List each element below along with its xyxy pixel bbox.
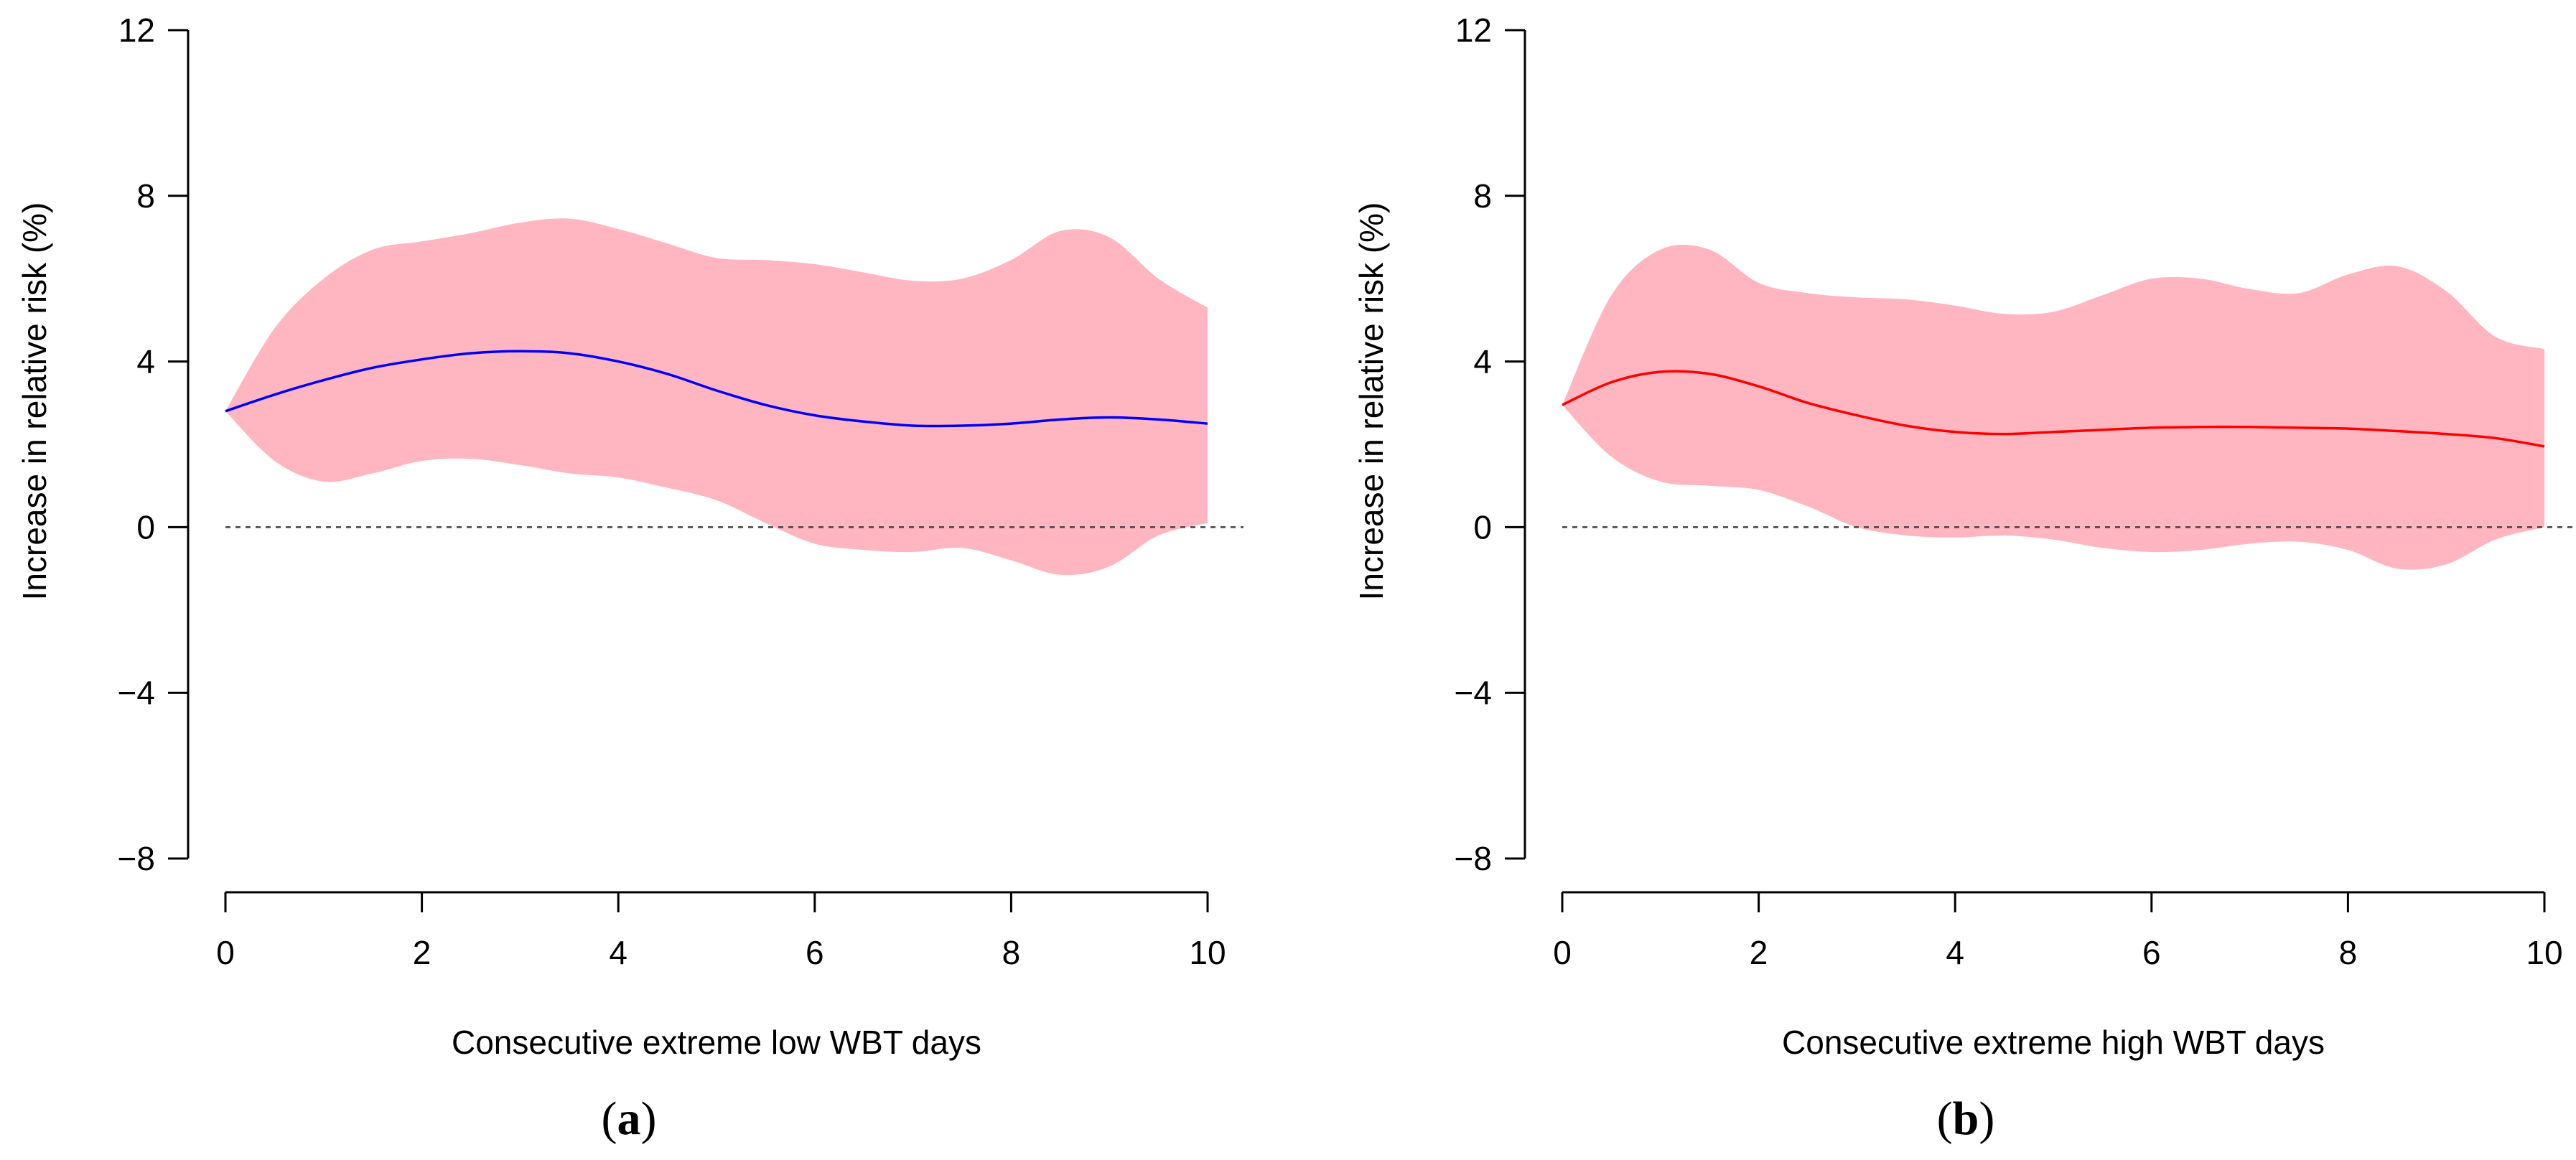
x-tick-label: 8 <box>1002 934 1021 971</box>
y-tick-label: 12 <box>118 11 155 49</box>
panel-a-letter: a <box>617 1093 641 1145</box>
panel-b-y-ticks: −8 −4 0 4 8 12 <box>1455 11 1525 877</box>
x-tick-label: 2 <box>413 934 431 971</box>
y-tick-label: −4 <box>1455 674 1492 711</box>
panel-b-letter: b <box>1953 1093 1979 1145</box>
panel-a-label: (a) <box>602 1093 657 1145</box>
panel-b: −8 −4 0 4 8 12 0 2 4 6 8 10 Increase in relative r… <box>1353 11 2576 1145</box>
panel-b-y-axis-label: Increase in relative risk (%) <box>1353 202 1390 601</box>
y-tick-label: 8 <box>1473 177 1492 215</box>
y-tick-label: 4 <box>136 343 155 380</box>
x-tick-label: 0 <box>1553 934 1572 971</box>
x-tick-label: 10 <box>1189 934 1226 971</box>
panel-a: −8 −4 0 4 8 12 0 2 4 6 8 10 Increase in relative r… <box>16 11 1243 1145</box>
panel-b-label: (b) <box>1937 1093 1995 1145</box>
y-tick-label: −8 <box>118 840 155 877</box>
y-tick-label: 0 <box>1473 508 1492 546</box>
panel-b-estimate-line <box>1562 370 2545 448</box>
panel-b-x-ticks: 0 2 4 6 8 10 <box>1553 892 2563 971</box>
panel-a-estimate-line <box>225 350 1208 428</box>
y-tick-label: 4 <box>1473 343 1492 380</box>
y-tick-label: −4 <box>118 674 155 711</box>
panel-b-confidence-band <box>1562 244 2544 570</box>
x-tick-label: 8 <box>2339 934 2358 971</box>
y-tick-label: 0 <box>136 508 155 546</box>
y-tick-label: −8 <box>1455 840 1492 877</box>
x-tick-label: 6 <box>2142 934 2161 971</box>
x-tick-label: 4 <box>609 934 627 971</box>
x-tick-label: 10 <box>2526 934 2562 971</box>
x-tick-label: 4 <box>1946 934 1964 971</box>
x-tick-label: 2 <box>1750 934 1768 971</box>
y-tick-label: 12 <box>1455 11 1492 49</box>
panel-a-x-axis-label: Consecutive extreme low WBT days <box>452 1024 981 1061</box>
x-tick-label: 6 <box>806 934 824 971</box>
panel-a-y-axis-label: Increase in relative risk (%) <box>16 202 53 601</box>
panel-b-x-axis-label: Consecutive extreme high WBT days <box>1782 1024 2325 1061</box>
panel-a-y-ticks: −8 −4 0 4 8 12 <box>118 11 188 877</box>
x-tick-label: 0 <box>216 934 235 971</box>
panel-a-confidence-band <box>225 218 1208 576</box>
panel-a-x-ticks: 0 2 4 6 8 10 <box>216 892 1226 971</box>
y-tick-label: 8 <box>136 177 155 215</box>
